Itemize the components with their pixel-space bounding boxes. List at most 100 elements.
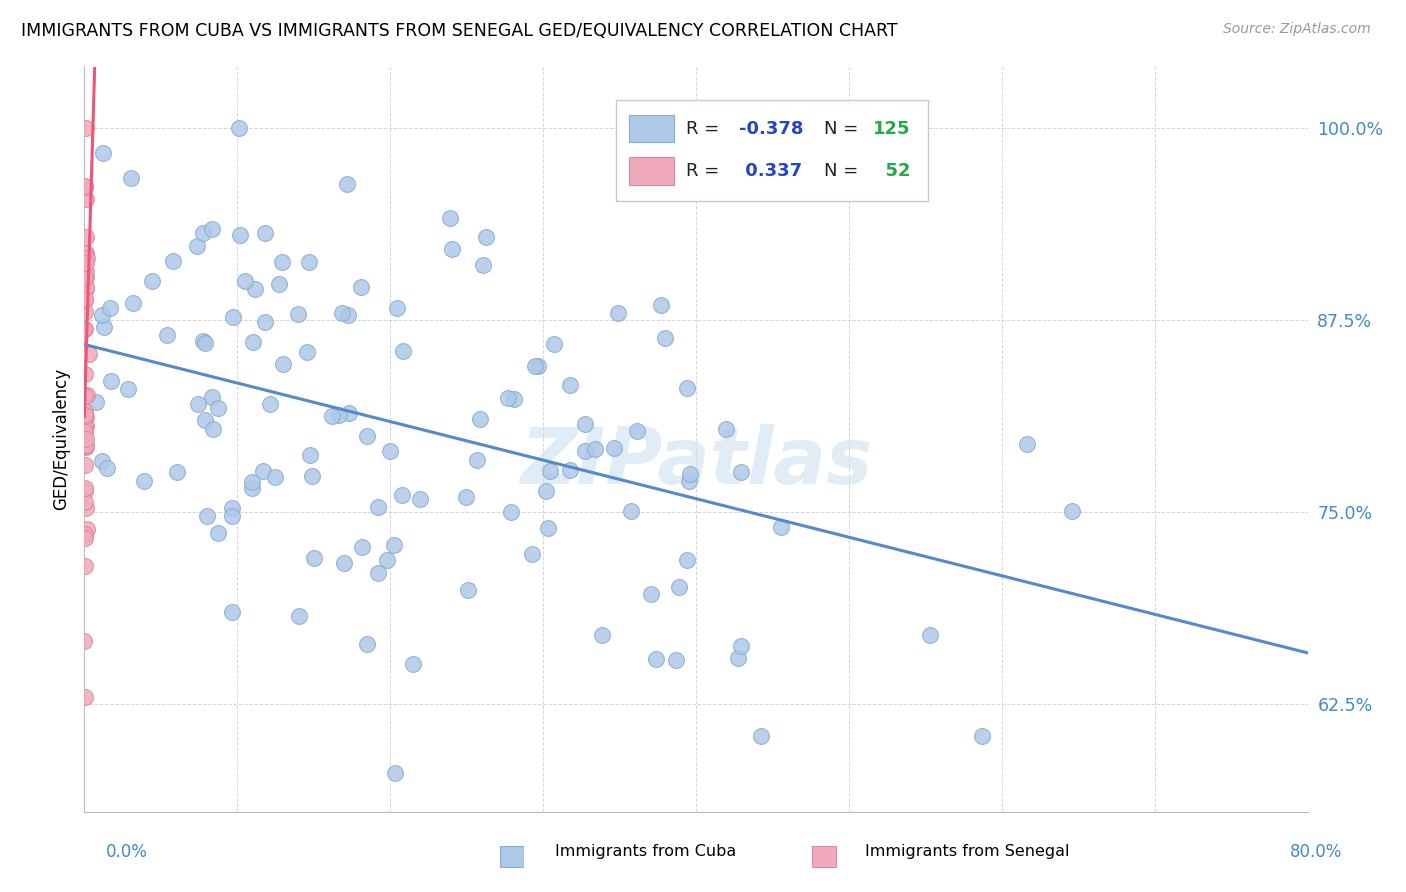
Text: 0.337: 0.337 <box>738 162 801 180</box>
Point <box>333 556 356 570</box>
Point <box>254 226 277 240</box>
Point <box>73 558 96 573</box>
Point <box>298 254 321 268</box>
Point <box>75 458 97 473</box>
Point <box>620 504 643 518</box>
Point <box>382 538 405 552</box>
Point <box>520 547 543 561</box>
Point <box>328 408 350 422</box>
Point <box>676 381 699 395</box>
Point <box>679 467 702 481</box>
Point <box>73 304 96 318</box>
Point <box>73 526 96 541</box>
Point <box>221 509 243 524</box>
Point <box>90 308 112 322</box>
FancyBboxPatch shape <box>501 847 523 867</box>
Point <box>75 438 97 452</box>
Text: ZIPatlas: ZIPatlas <box>520 424 872 500</box>
Point <box>295 344 318 359</box>
Point <box>73 634 96 648</box>
Point <box>207 401 229 415</box>
Point <box>75 432 97 446</box>
Point <box>727 651 749 665</box>
Point <box>233 274 256 288</box>
Point <box>350 280 373 294</box>
Point <box>337 308 360 322</box>
Point <box>583 442 606 456</box>
Point <box>259 397 281 411</box>
Point <box>120 170 142 185</box>
Point <box>75 179 97 194</box>
Point <box>356 428 378 442</box>
Point <box>321 409 343 424</box>
Point <box>501 505 523 519</box>
Point <box>263 470 285 484</box>
Point <box>162 254 184 268</box>
Point <box>93 320 115 334</box>
Point <box>221 310 243 324</box>
Point <box>191 226 214 240</box>
Point <box>301 469 323 483</box>
Point <box>229 228 252 243</box>
Point <box>668 580 690 594</box>
Text: -0.378: -0.378 <box>738 120 803 137</box>
Point <box>367 566 389 581</box>
Point <box>769 520 792 534</box>
Point <box>75 484 97 499</box>
Point <box>73 417 96 431</box>
Point <box>75 281 97 295</box>
Point <box>166 465 188 479</box>
Point <box>591 627 613 641</box>
Point <box>607 306 630 320</box>
Point <box>524 359 547 374</box>
Point <box>537 520 560 534</box>
Point <box>1015 437 1038 451</box>
Point <box>574 417 596 431</box>
Point <box>86 394 108 409</box>
Text: N =: N = <box>824 162 865 180</box>
Point <box>574 444 596 458</box>
Point <box>75 322 97 336</box>
Point <box>664 653 686 667</box>
Point <box>75 528 97 542</box>
Point <box>73 245 96 260</box>
Point <box>156 328 179 343</box>
Point <box>207 525 229 540</box>
Point <box>75 264 97 278</box>
Point <box>73 404 96 418</box>
Point <box>385 301 408 316</box>
Text: N =: N = <box>824 120 865 137</box>
Point <box>75 419 97 434</box>
Point <box>644 652 666 666</box>
Point <box>73 274 96 288</box>
Point <box>98 301 121 316</box>
Point <box>676 553 699 567</box>
Text: Immigrants from Senegal: Immigrants from Senegal <box>865 845 1069 859</box>
Point <box>73 292 96 306</box>
Point <box>242 334 264 349</box>
FancyBboxPatch shape <box>616 101 928 201</box>
Point <box>75 255 97 269</box>
Point <box>253 315 276 329</box>
FancyBboxPatch shape <box>813 847 835 867</box>
Point <box>73 418 96 433</box>
Point <box>384 766 406 780</box>
Point <box>201 221 224 235</box>
Point <box>538 464 561 478</box>
Text: 125: 125 <box>873 120 911 137</box>
Point <box>496 392 519 406</box>
Point <box>132 475 155 489</box>
Point <box>73 408 96 422</box>
Point <box>240 481 263 495</box>
Text: R =: R = <box>686 120 725 137</box>
Point <box>337 406 360 420</box>
Point <box>73 495 96 509</box>
Point <box>221 605 243 619</box>
Point <box>654 331 676 345</box>
Point <box>117 382 139 396</box>
Point <box>243 282 266 296</box>
FancyBboxPatch shape <box>628 115 673 143</box>
Point <box>76 251 98 265</box>
Point <box>75 501 97 516</box>
Point <box>221 500 243 515</box>
